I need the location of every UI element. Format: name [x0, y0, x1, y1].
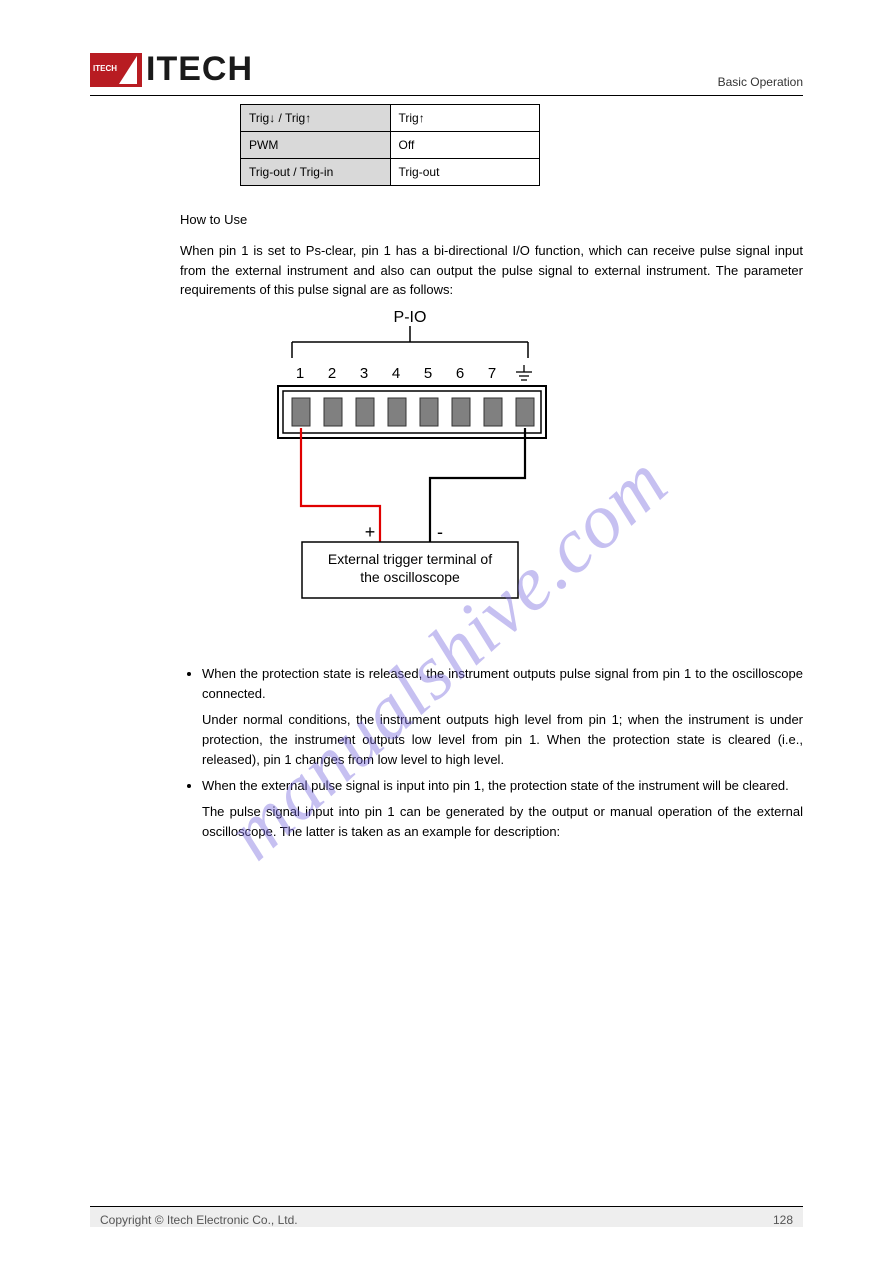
svg-text:7: 7 — [488, 365, 496, 382]
table-key: Trig↓ / Trig↑ — [241, 105, 391, 132]
wire-black — [430, 428, 525, 542]
svg-text:6: 6 — [456, 365, 464, 382]
intro-paragraph: When pin 1 is set to Ps-clear, pin 1 has… — [180, 241, 803, 300]
notes-section: When the protection state is released, t… — [180, 664, 803, 843]
note-detail: Under normal conditions, the instrument … — [180, 710, 803, 770]
note-item: When the external pulse signal is input … — [202, 776, 803, 796]
logo-small-text: ITECH — [93, 64, 117, 73]
table-val: Trig-out — [390, 159, 540, 186]
svg-text:2: 2 — [328, 365, 336, 382]
parameter-table: Trig↓ / Trig↑ Trig↑ PWM Off Trig-out / T… — [240, 104, 540, 186]
logo: ITECH ITECH — [90, 50, 253, 89]
svg-text:5: 5 — [424, 365, 432, 382]
note-detail: The pulse signal input into pin 1 can be… — [180, 802, 803, 842]
table-row: Trig-out / Trig-in Trig-out — [241, 159, 540, 186]
note-item: When the protection state is released, t… — [202, 664, 803, 704]
polarity-plus: + — [365, 522, 376, 542]
diagram-top-label: P-IO — [394, 309, 427, 326]
table-val: Off — [390, 132, 540, 159]
footer-page-number: 128 — [773, 1213, 793, 1227]
polarity-minus: - — [437, 522, 443, 542]
svg-text:4: 4 — [392, 365, 400, 382]
ground-icon — [516, 365, 532, 380]
svg-text:1: 1 — [296, 365, 304, 382]
footer-copyright: Copyright © Itech Electronic Co., Ltd. — [100, 1213, 298, 1227]
svg-text:3: 3 — [360, 365, 368, 382]
table-key: PWM — [241, 132, 391, 159]
table-key: Trig-out / Trig-in — [241, 159, 391, 186]
page-footer: Copyright © Itech Electronic Co., Ltd. 1… — [0, 1206, 893, 1227]
table-val: Trig↑ — [390, 105, 540, 132]
table-row: Trig↓ / Trig↑ Trig↑ — [241, 105, 540, 132]
connector-diagram: P-IO 1 2 3 4 5 6 7 — [270, 306, 803, 646]
oscilloscope-label-line1: External trigger terminal of — [328, 551, 492, 567]
logo-mark: ITECH — [90, 53, 142, 87]
table-row: PWM Off — [241, 132, 540, 159]
logo-triangle-icon — [119, 56, 137, 84]
diagram-svg: P-IO 1 2 3 4 5 6 7 — [270, 306, 570, 646]
header-section-title: Basic Operation — [718, 75, 803, 89]
pin-labels: 1 2 3 4 5 6 7 — [296, 365, 496, 382]
logo-wordmark: ITECH — [146, 50, 253, 89]
oscilloscope-label-line2: the oscilloscope — [360, 569, 460, 585]
how-to-use-heading: How to Use — [180, 212, 803, 227]
